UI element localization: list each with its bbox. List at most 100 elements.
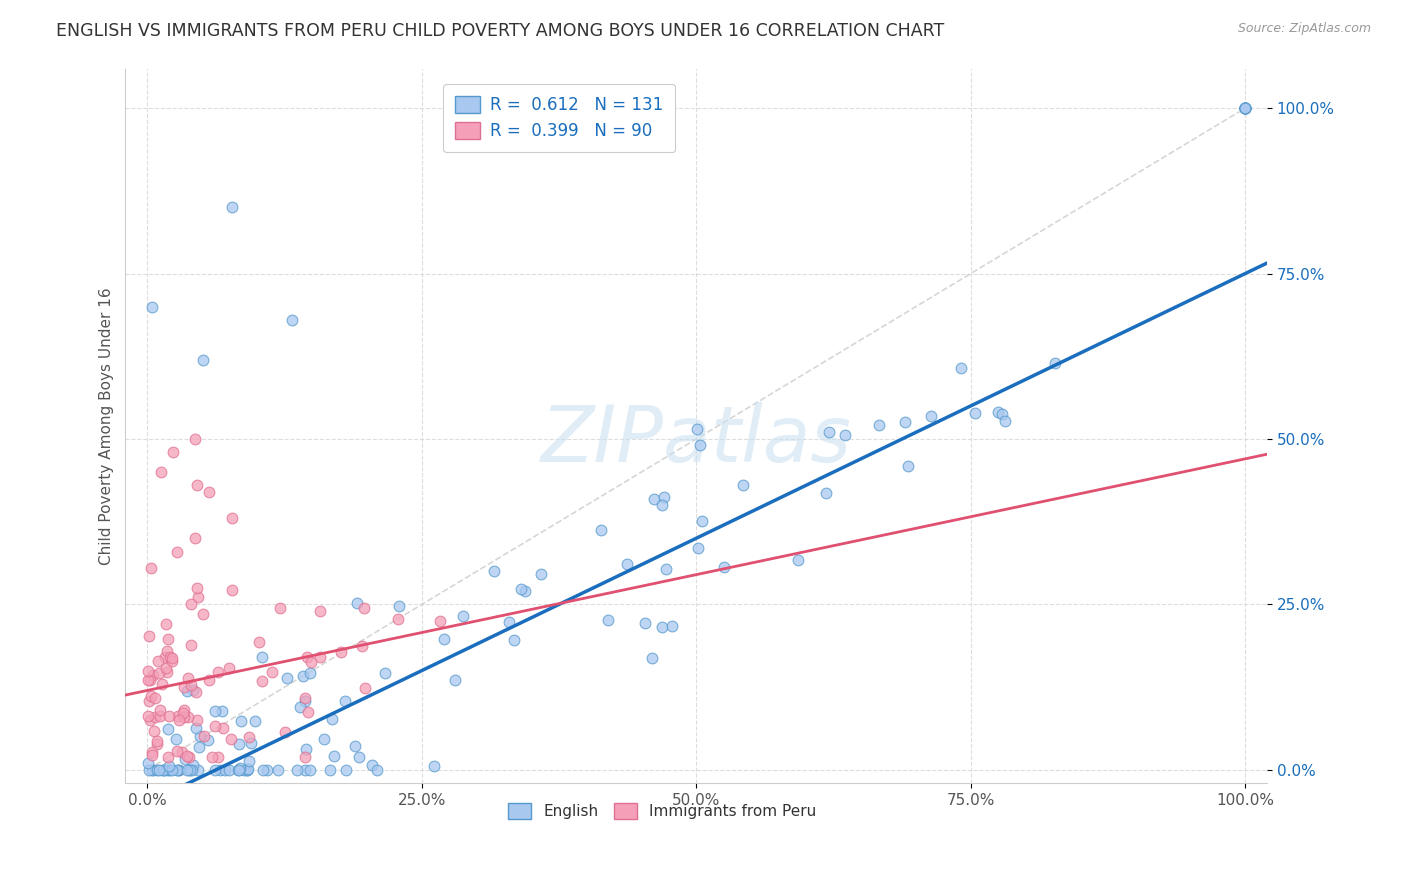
Point bbox=[221, 583, 243, 598]
Point bbox=[143, 710, 166, 724]
Point bbox=[240, 736, 263, 750]
Point bbox=[269, 601, 291, 615]
Point bbox=[1234, 101, 1257, 115]
Point bbox=[166, 544, 188, 558]
Point bbox=[136, 673, 159, 687]
Point bbox=[184, 685, 207, 699]
Point bbox=[177, 763, 200, 777]
Point bbox=[221, 511, 243, 525]
Point bbox=[1234, 101, 1257, 115]
Point bbox=[211, 704, 233, 718]
Point bbox=[165, 731, 187, 746]
Point bbox=[141, 747, 163, 762]
Point bbox=[690, 514, 713, 528]
Point bbox=[250, 649, 273, 664]
Point bbox=[654, 562, 676, 576]
Point bbox=[176, 763, 198, 777]
Point bbox=[156, 763, 179, 777]
Point bbox=[276, 671, 298, 685]
Point bbox=[243, 714, 266, 729]
Legend: English, Immigrants from Peru: English, Immigrants from Peru bbox=[502, 797, 823, 825]
Point bbox=[156, 665, 179, 679]
Point bbox=[166, 763, 188, 777]
Point bbox=[139, 713, 162, 727]
Point bbox=[319, 763, 342, 777]
Point bbox=[162, 763, 184, 777]
Point bbox=[159, 763, 181, 777]
Point bbox=[173, 710, 195, 724]
Point bbox=[598, 613, 620, 627]
Point bbox=[209, 763, 232, 777]
Point bbox=[366, 763, 388, 777]
Point bbox=[138, 629, 160, 643]
Point bbox=[285, 763, 308, 777]
Point bbox=[503, 632, 526, 647]
Point bbox=[226, 763, 249, 777]
Point bbox=[184, 531, 207, 545]
Point bbox=[290, 700, 312, 714]
Point bbox=[451, 608, 474, 623]
Point bbox=[228, 763, 250, 777]
Point bbox=[232, 763, 254, 777]
Point bbox=[136, 756, 159, 770]
Point bbox=[350, 639, 373, 653]
Point bbox=[160, 654, 183, 668]
Point bbox=[731, 477, 754, 491]
Point bbox=[141, 763, 163, 777]
Point bbox=[361, 757, 384, 772]
Point bbox=[180, 598, 202, 612]
Point bbox=[152, 763, 174, 777]
Point bbox=[177, 671, 200, 685]
Point bbox=[422, 759, 444, 773]
Point bbox=[652, 490, 675, 504]
Point bbox=[484, 564, 506, 578]
Point bbox=[159, 649, 181, 664]
Point bbox=[236, 763, 259, 777]
Point bbox=[965, 406, 987, 420]
Point bbox=[299, 763, 322, 777]
Point bbox=[1234, 101, 1257, 115]
Point bbox=[616, 557, 638, 571]
Point bbox=[146, 763, 169, 777]
Point bbox=[897, 459, 920, 474]
Point bbox=[1234, 101, 1257, 115]
Point bbox=[1234, 101, 1257, 115]
Point bbox=[187, 763, 209, 777]
Point bbox=[250, 673, 273, 688]
Point bbox=[157, 759, 180, 773]
Point bbox=[150, 677, 173, 691]
Point bbox=[433, 632, 456, 647]
Point bbox=[141, 300, 163, 314]
Point bbox=[177, 749, 200, 764]
Point bbox=[160, 651, 183, 665]
Point bbox=[1234, 101, 1257, 115]
Point bbox=[920, 409, 942, 423]
Point bbox=[374, 665, 396, 680]
Point bbox=[181, 758, 204, 772]
Text: Source: ZipAtlas.com: Source: ZipAtlas.com bbox=[1237, 22, 1371, 36]
Point bbox=[651, 620, 673, 634]
Point bbox=[387, 612, 409, 626]
Point bbox=[893, 415, 915, 429]
Point bbox=[155, 617, 177, 632]
Point bbox=[150, 465, 173, 479]
Point bbox=[262, 665, 284, 680]
Point bbox=[207, 665, 229, 679]
Point bbox=[156, 643, 179, 657]
Point bbox=[280, 313, 302, 327]
Point bbox=[641, 650, 664, 665]
Point bbox=[510, 582, 533, 596]
Point bbox=[987, 405, 1010, 419]
Point bbox=[138, 763, 160, 777]
Point bbox=[197, 733, 219, 747]
Point bbox=[661, 619, 683, 633]
Point bbox=[153, 763, 176, 777]
Point bbox=[155, 661, 177, 675]
Point bbox=[818, 425, 841, 440]
Point bbox=[530, 567, 553, 582]
Point bbox=[167, 708, 190, 723]
Point bbox=[329, 645, 352, 659]
Point bbox=[354, 681, 377, 696]
Point bbox=[181, 682, 204, 697]
Point bbox=[633, 616, 655, 631]
